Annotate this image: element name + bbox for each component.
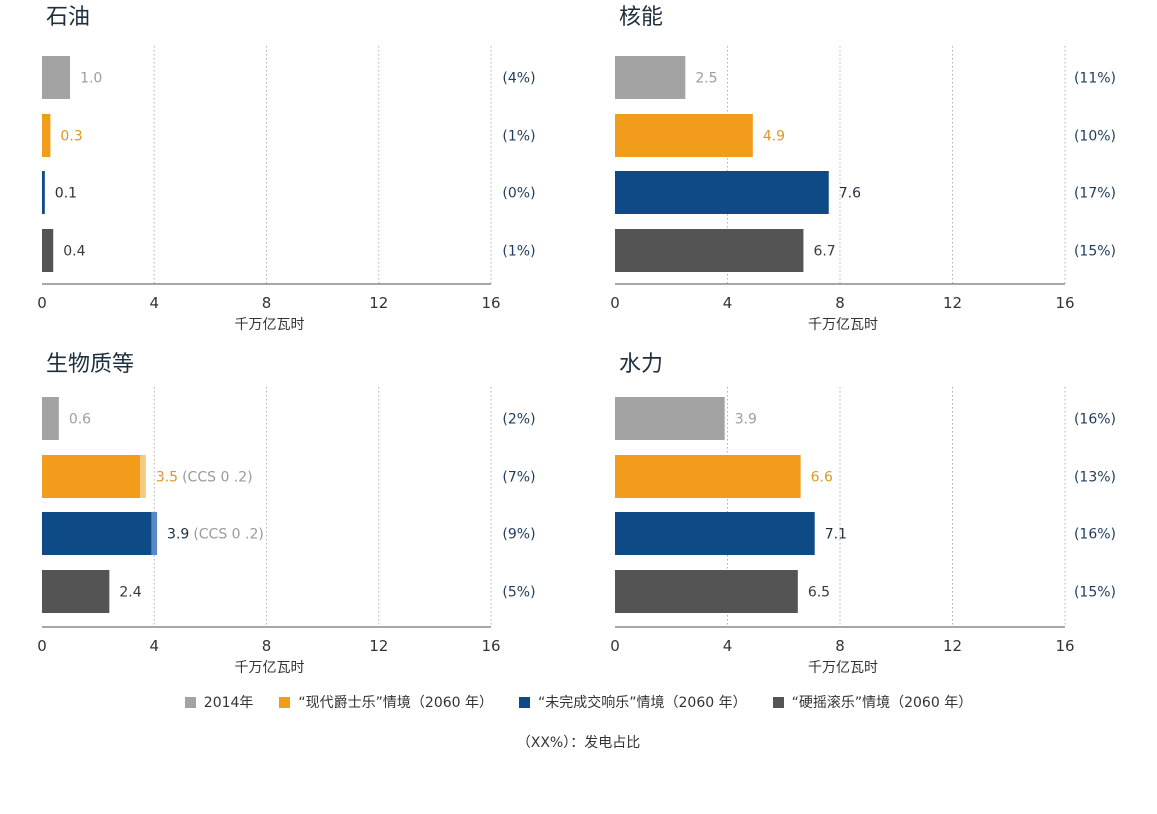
- value-label-oil-1: 0.3: [60, 129, 82, 145]
- value-label-hydro-2: 7.1: [825, 527, 847, 543]
- bar-nuclear-2: [615, 171, 829, 214]
- bar-oil-0: [42, 56, 71, 99]
- panel-title-oil: 石油: [46, 5, 90, 30]
- value-label-oil-0: 1.0: [80, 71, 102, 87]
- share-label-hydro-0: (16%): [1074, 412, 1116, 428]
- legend-swatch-unfinished-symphony: [519, 696, 531, 708]
- bar-hydro-1: [615, 455, 801, 498]
- share-label-biomass-3: (5%): [502, 585, 535, 601]
- share-label-nuclear-0: (11%): [1074, 71, 1116, 87]
- legend-label-modern-jazz: “现代爵士乐”情境（2060 年）: [298, 695, 494, 711]
- x-tick-label: 16: [481, 294, 500, 312]
- x-tick-label: 12: [369, 637, 388, 655]
- share-label-nuclear-2: (17%): [1074, 186, 1116, 202]
- x-tick-label: 0: [37, 294, 47, 312]
- value-label-nuclear-2: 7.6: [839, 186, 861, 202]
- x-tick-label: 8: [835, 294, 845, 312]
- bar-nuclear-1: [615, 114, 753, 157]
- value-label-hydro-1: 6.6: [811, 470, 833, 486]
- bar-hydro-2: [615, 512, 815, 555]
- x-tick-label: 12: [943, 637, 962, 655]
- x-tick-label: 4: [149, 637, 159, 655]
- panel-hydro: 水力 0 4 8 12 16 千万亿瓦时 3.9 (16%) 6.6 (13%) 7.1 (16%) 6.…: [610, 352, 1116, 676]
- bar-hydro-0: [615, 397, 725, 440]
- x-tick-label: 12: [943, 294, 962, 312]
- bar-oil-1: [42, 114, 51, 157]
- share-label-nuclear-3: (15%): [1074, 244, 1116, 260]
- legend-swatch-2014: [184, 696, 196, 708]
- value-label-biomass-0: 0.6: [69, 412, 91, 428]
- panel-title-hydro: 水力: [619, 352, 663, 377]
- share-label-oil-1: (1%): [502, 129, 535, 145]
- legend: 2014年 “现代爵士乐”情境（2060 年） “未完成交响乐”情境（2060 …: [0, 692, 1157, 712]
- share-label-hydro-1: (13%): [1074, 470, 1116, 486]
- bar-ccs-biomass-1: [140, 455, 146, 498]
- share-label-biomass-0: (2%): [502, 412, 535, 428]
- share-label-oil-2: (0%): [502, 186, 535, 202]
- x-axis-label: 千万亿瓦时: [235, 660, 305, 676]
- x-tick-label: 8: [262, 294, 272, 312]
- x-axis-label: 千万亿瓦时: [808, 317, 878, 333]
- bar-biomass-2: [42, 512, 152, 555]
- legend-swatch-modern-jazz: [279, 696, 291, 708]
- bar-nuclear-3: [615, 229, 804, 272]
- bar-biomass-1: [42, 455, 141, 498]
- share-label-oil-3: (1%): [502, 244, 535, 260]
- panel-title-biomass: 生物质等: [46, 352, 134, 377]
- bar-biomass-0: [42, 397, 59, 440]
- x-tick-label: 16: [481, 637, 500, 655]
- panel-title-nuclear: 核能: [619, 5, 663, 30]
- x-tick-label: 0: [610, 637, 620, 655]
- x-axis-label: 千万亿瓦时: [235, 317, 305, 333]
- legend-label-unfinished-symphony: “未完成交响乐”情境（2060 年）: [538, 695, 747, 711]
- value-label-oil-2: 0.1: [55, 186, 77, 202]
- legend-item-hard-rock: “硬摇滚乐”情境（2060 年）: [772, 692, 973, 712]
- legend-item-unfinished-symphony: “未完成交响乐”情境（2060 年）: [519, 692, 747, 712]
- panel-nuclear: 核能 0 4 8 12 16 千万亿瓦时 2.5 (11%) 4.9 (10%) 7.6 (17%) 6.…: [610, 5, 1116, 333]
- share-label-oil-0: (4%): [502, 71, 535, 87]
- value-label-nuclear-0: 2.5: [695, 71, 717, 87]
- bar-ccs-biomass-2: [151, 512, 158, 555]
- x-axis-label: 千万亿瓦时: [808, 660, 878, 676]
- value-label-oil-3: 0.4: [63, 244, 85, 260]
- x-tick-label: 8: [835, 637, 845, 655]
- legend-item-modern-jazz: “现代爵士乐”情境（2060 年）: [279, 692, 493, 712]
- x-tick-label: 12: [369, 294, 388, 312]
- x-tick-label: 0: [610, 294, 620, 312]
- value-label-biomass-3: 2.4: [119, 585, 141, 601]
- value-label-hydro-3: 6.5: [808, 585, 830, 601]
- x-tick-label: 16: [1055, 637, 1074, 655]
- x-tick-label: 0: [37, 637, 47, 655]
- legend-label-2014: 2014年: [203, 695, 254, 711]
- value-label-biomass-2: 3.9: [167, 527, 189, 543]
- x-tick-label: 4: [149, 294, 159, 312]
- bar-oil-3: [42, 229, 54, 272]
- bar-oil-2: [42, 171, 45, 214]
- x-tick-label: 8: [262, 637, 272, 655]
- bar-biomass-3: [42, 570, 110, 613]
- ccs-label-biomass-2: (CCS 0 .2): [193, 527, 264, 543]
- value-label-nuclear-1: 4.9: [763, 129, 785, 145]
- share-label-hydro-2: (16%): [1074, 527, 1116, 543]
- value-label-biomass-1: 3.5: [156, 470, 178, 486]
- value-label-nuclear-3: 6.7: [813, 244, 835, 260]
- share-label-biomass-2: (9%): [502, 527, 535, 543]
- panel-oil: 石油 0 4 8 12 16 千万亿瓦时 1.0 (4%) 0.3 (1%) 0.1 (0%) 0.4 (1…: [37, 5, 535, 333]
- share-note: （XX%）：发电占比: [516, 735, 641, 751]
- legend-item-2014: 2014年: [184, 692, 254, 712]
- bar-nuclear-0: [615, 56, 686, 99]
- legend-label-hard-rock: “硬摇滚乐”情境（2060 年）: [791, 695, 973, 711]
- ccs-label-biomass-1: (CCS 0 .2): [182, 470, 253, 486]
- x-tick-label: 4: [723, 637, 733, 655]
- x-tick-label: 16: [1055, 294, 1074, 312]
- bar-hydro-3: [615, 570, 798, 613]
- value-label-hydro-0: 3.9: [735, 412, 757, 428]
- x-tick-label: 4: [723, 294, 733, 312]
- share-label-nuclear-1: (10%): [1074, 129, 1116, 145]
- legend-swatch-hard-rock: [772, 696, 784, 708]
- share-label-biomass-1: (7%): [502, 470, 535, 486]
- share-label-hydro-3: (15%): [1074, 585, 1116, 601]
